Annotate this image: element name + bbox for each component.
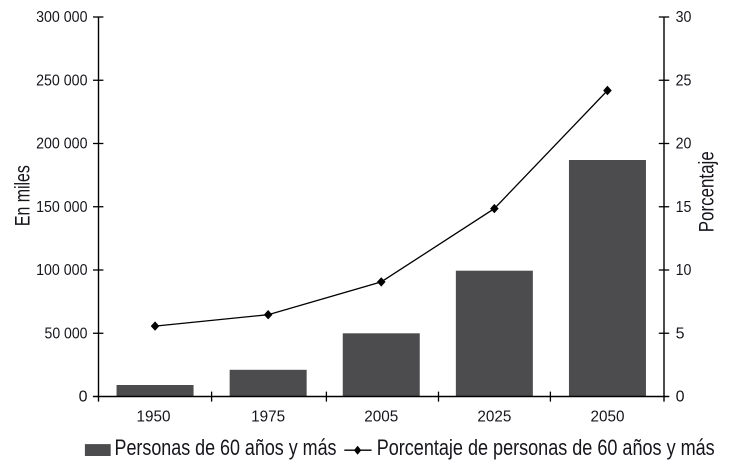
svg-text:250 000: 250 000 — [36, 72, 87, 89]
svg-text:300 000: 300 000 — [36, 9, 87, 26]
svg-text:Porcentaje: Porcentaje — [696, 151, 719, 232]
svg-text:15: 15 — [676, 199, 692, 216]
svg-text:20: 20 — [676, 136, 692, 153]
svg-text:1950: 1950 — [137, 409, 171, 426]
svg-text:25: 25 — [676, 72, 692, 89]
svg-text:Porcentaje de personas de 60 a: Porcentaje de personas de 60 años y más — [377, 435, 715, 460]
svg-text:10: 10 — [676, 262, 692, 279]
svg-text:50 000: 50 000 — [45, 325, 88, 342]
svg-text:Personas de 60 años y más: Personas de 60 años y más — [115, 435, 337, 460]
svg-text:0: 0 — [676, 389, 685, 406]
svg-text:0: 0 — [79, 389, 88, 406]
svg-text:5: 5 — [676, 325, 685, 342]
svg-text:150 000: 150 000 — [36, 199, 87, 216]
svg-text:2025: 2025 — [477, 409, 511, 426]
svg-text:30: 30 — [676, 9, 692, 26]
svg-text:1975: 1975 — [251, 409, 285, 426]
svg-text:200 000: 200 000 — [36, 136, 87, 153]
svg-text:2005: 2005 — [364, 409, 398, 426]
svg-text:2050: 2050 — [590, 409, 624, 426]
svg-text:100 000: 100 000 — [36, 262, 87, 279]
svg-text:En miles: En miles — [11, 165, 34, 226]
